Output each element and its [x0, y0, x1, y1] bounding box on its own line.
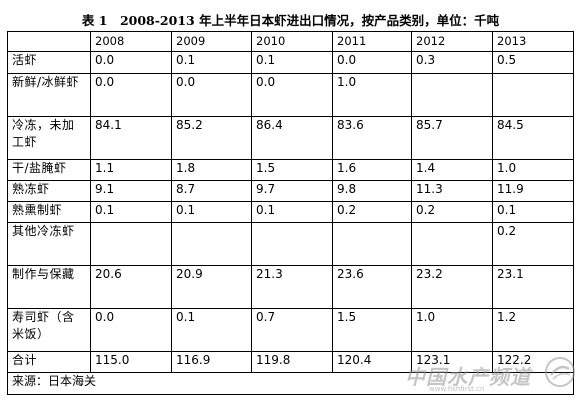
row-value: 20.6	[90, 265, 172, 309]
row-category: 新鲜/冰鲜虾	[7, 73, 91, 117]
row-value: 21.3	[251, 265, 333, 309]
source-row: 来源：日本海关	[7, 372, 574, 395]
row-value: 23.2	[411, 265, 493, 309]
row-value: 0.0	[90, 308, 172, 352]
row-value: 84.1	[90, 116, 172, 160]
row-value: 0.1	[171, 51, 252, 74]
header-year-2011: 2011	[332, 31, 412, 52]
row-value: 119.8	[251, 351, 333, 373]
row-value	[492, 73, 574, 117]
row-value: 9.8	[332, 180, 412, 202]
row-value: 0.7	[251, 308, 333, 352]
row-value: 83.6	[332, 116, 412, 160]
row-value: 0.1	[251, 51, 333, 74]
table-row: 熟冻虾 9.1 8.7 9.7 9.8 11.3 11.9	[7, 180, 574, 202]
row-value: 84.5	[492, 116, 574, 160]
row-value: 0.1	[251, 201, 333, 223]
row-value	[411, 73, 493, 117]
row-category: 干/盐腌虾	[7, 159, 91, 181]
header-year-2008: 2008	[90, 31, 172, 52]
row-value: 120.4	[332, 351, 412, 373]
row-value: 0.1	[171, 308, 252, 352]
table-title: 表 1 2008-2013 年上半年日本虾进出口情况，按产品类别，单位：千吨	[81, 13, 500, 28]
table-row: 干/盐腌虾 1.1 1.8 1.5 1.6 1.4 1.0	[7, 159, 574, 181]
header-row: 2008 2009 2010 2011 2012 2013	[7, 31, 574, 52]
row-value: 1.4	[411, 159, 493, 181]
row-value: 11.3	[411, 180, 493, 202]
row-value	[251, 222, 333, 266]
header-year-2013: 2013	[492, 31, 574, 52]
row-value: 1.0	[411, 308, 493, 352]
row-value	[171, 222, 252, 266]
row-value: 0.2	[492, 222, 574, 266]
header-year-2012: 2012	[411, 31, 493, 52]
row-value: 1.5	[251, 159, 333, 181]
header-corner-cell	[7, 31, 91, 52]
row-value: 116.9	[171, 351, 252, 373]
row-category: 冷冻，未加工虾	[7, 116, 91, 160]
table-row: 冷冻，未加工虾 84.1 85.2 86.4 83.6 85.7 84.5	[7, 116, 574, 160]
row-value: 0.1	[171, 201, 252, 223]
row-value: 85.7	[411, 116, 493, 160]
row-value: 123.1	[411, 351, 493, 373]
row-value	[90, 222, 172, 266]
row-category: 熟冻虾	[7, 180, 91, 202]
row-value: 1.8	[171, 159, 252, 181]
row-value: 0.5	[492, 51, 574, 74]
row-value	[332, 222, 412, 266]
header-year-2009: 2009	[171, 31, 252, 52]
row-value: 11.9	[492, 180, 574, 202]
row-value: 0.1	[492, 201, 574, 223]
row-value: 1.2	[492, 308, 574, 352]
row-category: 活虾	[7, 51, 91, 74]
row-value: 86.4	[251, 116, 333, 160]
row-category: 合计	[7, 351, 91, 373]
row-value: 8.7	[171, 180, 252, 202]
row-value	[411, 222, 493, 266]
row-value: 1.6	[332, 159, 412, 181]
row-value: 23.1	[492, 265, 574, 309]
row-value: 85.2	[171, 116, 252, 160]
row-value: 9.1	[90, 180, 172, 202]
row-value: 1.5	[332, 308, 412, 352]
source-note: 来源：日本海关	[7, 372, 574, 395]
row-category: 熟熏制虾	[7, 201, 91, 223]
header-year-2010: 2010	[251, 31, 333, 52]
row-value: 1.0	[492, 159, 574, 181]
row-category: 制作与保藏	[7, 265, 91, 309]
table-row: 新鲜/冰鲜虾 0.0 0.0 0.0 1.0	[7, 73, 574, 117]
row-value: 115.0	[90, 351, 172, 373]
table-row: 活虾 0.0 0.1 0.1 0.0 0.3 0.5	[7, 51, 574, 74]
row-value: 0.0	[90, 51, 172, 74]
row-value: 0.0	[90, 73, 172, 117]
row-value: 0.2	[411, 201, 493, 223]
row-value: 1.1	[90, 159, 172, 181]
row-value: 0.0	[251, 73, 333, 117]
table-row: 寿司虾（含米饭） 0.0 0.1 0.7 1.5 1.0 1.2	[7, 308, 574, 352]
row-category: 寿司虾（含米饭）	[7, 308, 91, 352]
table-row: 制作与保藏 20.6 20.9 21.3 23.6 23.2 23.1	[7, 265, 574, 309]
table-row: 其他冷冻虾 0.2	[7, 222, 574, 266]
row-value: 23.6	[332, 265, 412, 309]
row-value: 20.9	[171, 265, 252, 309]
row-value: 9.7	[251, 180, 333, 202]
row-value: 0.0	[171, 73, 252, 117]
row-value: 0.1	[90, 201, 172, 223]
total-row: 合计 115.0 116.9 119.8 120.4 123.1 122.2	[7, 351, 574, 373]
shrimp-trade-table: 2008 2009 2010 2011 2012 2013 活虾 0.0 0.1…	[7, 31, 574, 395]
row-value: 0.0	[332, 51, 412, 74]
row-value: 1.0	[332, 73, 412, 117]
row-value: 122.2	[492, 351, 574, 373]
row-value: 0.3	[411, 51, 493, 74]
table-row: 熟熏制虾 0.1 0.1 0.1 0.2 0.2 0.1	[7, 201, 574, 223]
row-value: 0.2	[332, 201, 412, 223]
row-category: 其他冷冻虾	[7, 222, 91, 266]
